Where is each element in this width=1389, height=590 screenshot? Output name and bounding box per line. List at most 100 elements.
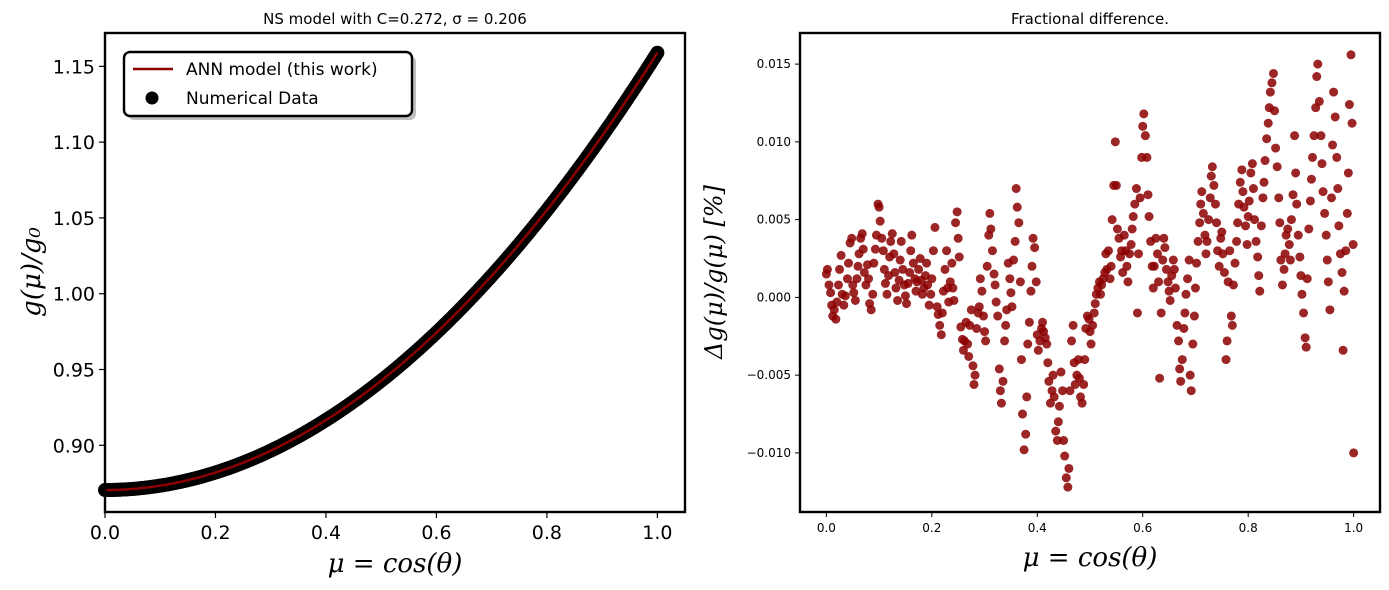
fractional-difference-point [1192,258,1202,268]
fractional-difference-point [1318,187,1328,197]
fractional-difference-point [970,370,980,380]
fractional-difference-point [1262,134,1272,144]
fractional-difference-point [1142,152,1152,162]
fractional-difference-point [1204,215,1214,225]
fractional-difference-point [1284,240,1294,250]
fractional-difference-point [1304,224,1314,234]
fractional-difference-point [1155,373,1165,383]
left-x-axis-label: μ = cos(θ) [328,549,463,579]
fractional-difference-point [914,264,924,274]
right-x-axis-label: μ = cos(θ) [1023,543,1158,573]
fractional-difference-point [965,320,975,330]
fractional-difference-point [1152,249,1162,259]
left-x-tick-label: 0.6 [421,522,451,544]
fractional-difference-point [1198,208,1208,218]
fractional-difference-point [1051,426,1061,436]
fractional-difference-point [824,280,834,290]
fractional-difference-point [926,289,936,299]
fractional-difference-point [996,398,1006,408]
fractional-difference-point [1241,221,1251,231]
fractional-difference-point [1175,364,1185,374]
fractional-difference-point [1027,261,1037,271]
fractional-difference-point [1212,218,1222,228]
right-y-tick-label: 0.005 [757,213,791,227]
fractional-difference-point [1168,255,1178,265]
fractional-difference-point [990,280,1000,290]
right-y-tick-label: 0.015 [757,57,791,71]
fractional-difference-point [1297,289,1307,299]
fractional-difference-point [1181,289,1191,299]
fractional-difference-point [1265,87,1275,97]
fractional-difference-point [1268,68,1278,78]
fractional-difference-point [1048,370,1058,380]
fractional-difference-point [1134,249,1144,259]
fractional-difference-point [1271,143,1281,153]
fractional-difference-point [898,264,908,274]
left-x-tick-label: 0.8 [532,522,562,544]
fractional-difference-point [952,207,962,217]
fractional-difference-point [891,283,901,293]
fractional-difference-point [935,320,945,330]
fractional-difference-point [985,208,995,218]
fractional-difference-point [998,376,1008,386]
fractional-difference-point [1031,277,1041,287]
fractional-difference-point [1260,156,1270,166]
fractional-difference-point [981,336,991,346]
fractional-difference-point [993,311,1003,321]
fractional-difference-point [1325,305,1335,315]
fractional-difference-point [1139,109,1149,119]
right-chart-title: Fractional difference. [1011,10,1169,28]
fractional-difference-point [1140,131,1150,141]
fractional-difference-point [930,222,940,232]
fractional-difference-point [1148,283,1158,293]
fractional-difference-point [1156,308,1166,318]
fractional-difference-point [1334,221,1344,231]
fractional-difference-point [849,288,859,298]
left-plot-area [98,45,665,498]
fractional-difference-point [1089,308,1099,318]
right-y-tick-label: −0.010 [747,446,791,460]
fractional-difference-point [1205,193,1215,203]
fractional-difference-point [1210,199,1220,209]
fractional-difference-point [1217,227,1227,237]
fractional-difference-point [1337,268,1347,277]
fractional-difference-point [1123,277,1133,287]
fractional-difference-point [1313,59,1323,69]
fractional-difference-point [893,295,903,305]
fractional-difference-point [1188,339,1198,349]
legend-box [122,50,414,118]
fractional-difference-point [1006,288,1016,298]
fractional-difference-point [1007,302,1017,312]
fractional-difference-point [1016,355,1026,365]
left-y-tick-label: 1.00 [53,284,95,306]
fractional-difference-point [1189,311,1199,321]
fractional-difference-point [953,233,963,243]
fractional-difference-point [1090,299,1100,309]
fractional-difference-point [1267,78,1277,88]
fractional-difference-point [1149,261,1159,271]
fractional-difference-point [880,278,890,288]
right-plot-area [821,50,1359,492]
fractional-difference-point [842,274,852,284]
fractional-difference-point [1172,320,1182,330]
left-x-tick-label: 0.0 [90,522,120,544]
fractional-difference-point [1290,131,1300,141]
fractional-difference-point [1238,187,1248,197]
fractional-difference-point [1063,482,1073,492]
fractional-difference-point [927,274,937,284]
fractional-difference-point [1015,277,1025,287]
right-y-tick-label: 0.000 [757,290,791,304]
fractional-difference-point [1346,50,1356,60]
fractional-difference-point [1021,429,1031,439]
fractional-difference-point [1250,215,1260,225]
fractional-difference-point [853,261,863,271]
fractional-difference-point [966,305,976,315]
fractional-difference-point [980,327,990,337]
fractional-difference-point [1126,240,1136,250]
right-x-tick-label: 0.8 [1239,521,1258,535]
fractional-difference-point [1348,240,1358,250]
fractional-difference-point [1028,233,1038,243]
fractional-difference-point [1256,221,1266,231]
left-x-ticks: 0.0 0.2 0.4 0.6 0.8 1.0 [90,512,672,544]
